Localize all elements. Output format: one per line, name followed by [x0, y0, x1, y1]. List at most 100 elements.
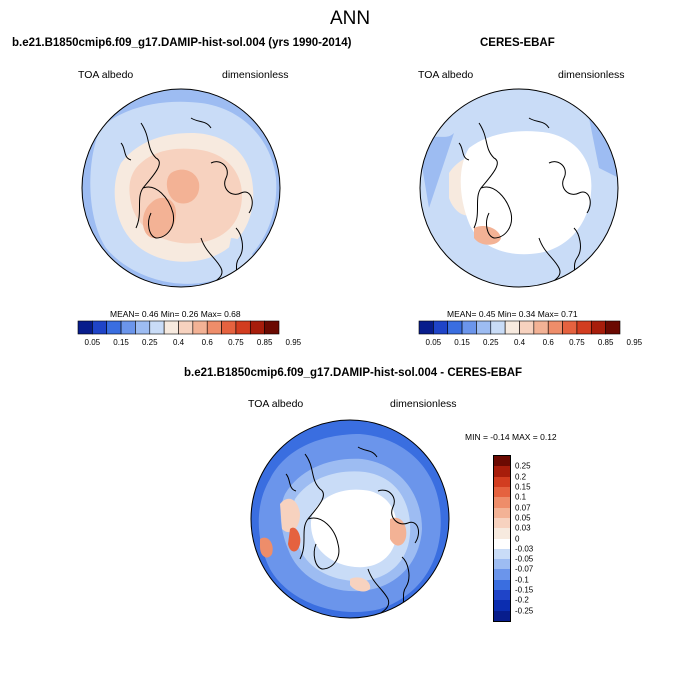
- colorbar-tick-label: 0.15: [454, 338, 470, 347]
- panel3-colorbar-ticks: 0.25 0.2 0.15 0.1 0.07 0.05 0.03 0 -0.03 -0.05 -0.…: [515, 455, 555, 622]
- colorbar-swatch: [504, 320, 520, 335]
- panel2-polar-map: [419, 88, 619, 288]
- colorbar-swatch: [547, 320, 563, 335]
- colorbar-tick-label: 0.6: [201, 338, 213, 347]
- panel3-variable-label: TOA albedo: [248, 398, 304, 410]
- colorbar-tick-label: 0.25: [515, 461, 531, 471]
- colorbar-swatch: [264, 320, 280, 335]
- colorbar-swatch: [149, 320, 165, 335]
- panel3-map-border: [250, 419, 450, 619]
- panel1-colorbar: [77, 320, 280, 335]
- colorbar-swatch: [418, 320, 434, 335]
- colorbar-swatch: [494, 466, 510, 477]
- colorbar-tick-label: 0.85: [256, 338, 273, 347]
- colorbar-tick-label: 0.05: [425, 338, 442, 347]
- panel1-map-border: [81, 88, 281, 288]
- panel1-greenland-high: [142, 197, 176, 239]
- colorbar-swatch: [494, 486, 510, 498]
- colorbar-tick-label: 0.95: [285, 338, 302, 347]
- colorbar-swatch: [178, 320, 194, 335]
- colorbar-tick-label: -0.03: [515, 544, 534, 554]
- colorbar-swatch: [494, 600, 510, 611]
- panel3-title: b.e21.B1850cmip6.f09_g17.DAMIP-hist-sol.…: [184, 367, 523, 379]
- colorbar-tick-label: 0.05: [515, 513, 531, 523]
- panel2-atlantic-low: [589, 118, 618, 178]
- colorbar-swatch: [249, 320, 265, 335]
- colorbar-tick-label: 0.15: [515, 482, 531, 492]
- colorbar-swatch: [562, 320, 578, 335]
- colorbar-swatch: [106, 320, 122, 335]
- colorbar-tick-label: 0.4: [513, 338, 526, 347]
- colorbar-swatch: [490, 320, 506, 335]
- colorbar-tick-label: 0.95: [626, 338, 643, 347]
- colorbar-swatch: [163, 320, 179, 335]
- colorbar-swatch: [494, 538, 510, 549]
- panel3-hudson-positive: [260, 537, 273, 558]
- panel3-colorbar: [493, 455, 511, 622]
- panel2-map-border: [419, 88, 619, 288]
- colorbar-tick-label: 0: [515, 534, 520, 543]
- colorbar-swatch: [605, 320, 621, 335]
- colorbar-swatch: [461, 320, 477, 335]
- colorbar-tick-label: 0.6: [542, 338, 554, 347]
- colorbar-tick-label: -0.05: [515, 554, 534, 564]
- colorbar-tick-label: 0.05: [84, 338, 101, 347]
- colorbar-swatch: [476, 320, 492, 335]
- colorbar-tick-label: 0.1: [515, 492, 527, 502]
- colorbar-swatch: [494, 476, 510, 487]
- colorbar-swatch: [120, 320, 136, 335]
- panel3-siberia-positive: [390, 517, 407, 546]
- colorbar-swatch: [433, 320, 449, 335]
- colorbar-tick-label: 0.85: [597, 338, 614, 347]
- colorbar-swatch: [447, 320, 463, 335]
- panel2-pacific-low: [420, 133, 454, 208]
- colorbar-swatch: [576, 320, 592, 335]
- colorbar-swatch: [494, 528, 510, 539]
- panel1-coastlines: [120, 117, 253, 287]
- panel1-variable-label: TOA albedo: [78, 69, 134, 81]
- colorbar-tick-label: 0.75: [228, 338, 244, 347]
- colorbar-swatch: [494, 517, 510, 529]
- colorbar-swatch: [494, 456, 510, 467]
- colorbar-swatch: [77, 320, 93, 335]
- panel2-variable-label: TOA albedo: [418, 69, 474, 81]
- colorbar-tick-label: 0.2: [515, 472, 527, 482]
- panel3-polar-map: [250, 419, 450, 619]
- panel3-stats: MIN = -0.14 MAX = 0.12: [465, 432, 557, 442]
- colorbar-tick-label: 0.07: [515, 503, 531, 513]
- colorbar-swatch: [494, 569, 510, 580]
- panel3-units-label: dimensionless: [390, 398, 457, 410]
- panel3-arctic-zero-field: [310, 489, 397, 568]
- colorbar-tick-label: 0.75: [569, 338, 585, 347]
- colorbar-swatch: [192, 320, 208, 335]
- panel1-units-label: dimensionless: [222, 69, 289, 81]
- colorbar-swatch: [590, 320, 606, 335]
- colorbar-swatch: [533, 320, 549, 335]
- panel1-title: b.e21.B1850cmip6.f09_g17.DAMIP-hist-sol.…: [12, 37, 352, 49]
- panel1-central-arctic-high: [166, 169, 200, 204]
- colorbar-tick-label: 0.15: [113, 338, 129, 347]
- colorbar-tick-label: -0.1: [515, 575, 529, 585]
- colorbar-swatch: [494, 559, 510, 570]
- panel1-polar-map: [81, 88, 281, 288]
- colorbar-tick-label: -0.15: [515, 585, 534, 595]
- colorbar-swatch: [519, 320, 535, 335]
- colorbar-tick-label: 0.03: [515, 523, 531, 533]
- colorbar-tick-label: -0.25: [515, 606, 534, 616]
- colorbar-swatch: [494, 497, 510, 508]
- panel3-canada-positive: [280, 498, 300, 533]
- colorbar-swatch: [494, 579, 510, 591]
- panel3-baffin-positive: [288, 527, 301, 552]
- colorbar-swatch: [494, 610, 510, 621]
- panel2-colorbar: [418, 320, 621, 335]
- colorbar-swatch: [494, 548, 510, 560]
- colorbar-tick-label: 0.25: [482, 338, 499, 347]
- colorbar-swatch: [494, 507, 510, 518]
- panel2-colorbar-ticks: 0.05 0.15 0.25 0.4 0.6 0.75 0.85 0.95: [419, 338, 643, 348]
- colorbar-swatch: [221, 320, 237, 335]
- panel1-colorbar-ticks: 0.05 0.15 0.25 0.4 0.6 0.75 0.85 0.95: [78, 338, 302, 348]
- panel1-stats: MEAN= 0.46 Min= 0.26 Max= 0.68: [110, 309, 241, 319]
- colorbar-tick-label: 0.25: [141, 338, 158, 347]
- colorbar-swatch: [206, 320, 222, 335]
- colorbar-swatch: [92, 320, 108, 335]
